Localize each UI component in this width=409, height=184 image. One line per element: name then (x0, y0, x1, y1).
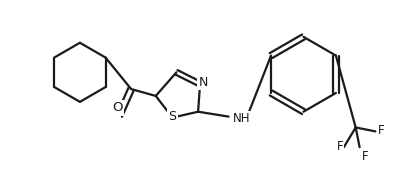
Text: F: F (377, 124, 384, 137)
Text: NH: NH (232, 112, 249, 125)
Text: S: S (168, 110, 176, 123)
Text: F: F (336, 140, 342, 153)
Text: O: O (112, 101, 122, 114)
Text: F: F (361, 150, 368, 162)
Text: N: N (198, 76, 207, 89)
